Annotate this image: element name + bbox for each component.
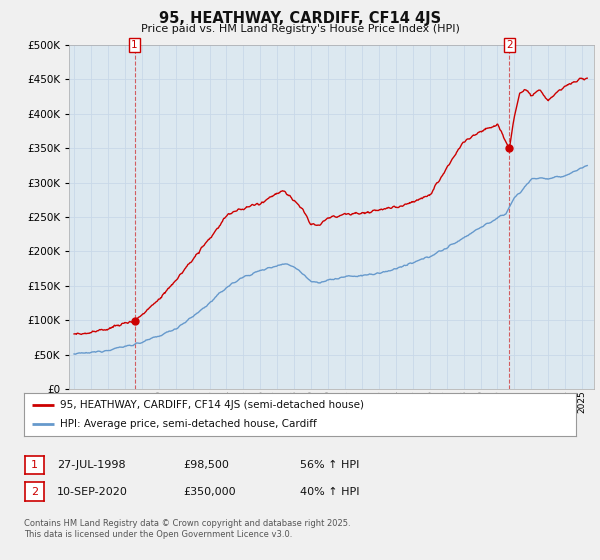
Text: 10-SEP-2020: 10-SEP-2020 xyxy=(57,487,128,497)
Text: £350,000: £350,000 xyxy=(183,487,236,497)
Text: 1: 1 xyxy=(131,40,138,50)
Text: 95, HEATHWAY, CARDIFF, CF14 4JS: 95, HEATHWAY, CARDIFF, CF14 4JS xyxy=(159,11,441,26)
Text: 2: 2 xyxy=(506,40,512,50)
Text: 2: 2 xyxy=(31,487,38,497)
Text: 95, HEATHWAY, CARDIFF, CF14 4JS (semi-detached house): 95, HEATHWAY, CARDIFF, CF14 4JS (semi-de… xyxy=(60,400,364,409)
Text: Price paid vs. HM Land Registry's House Price Index (HPI): Price paid vs. HM Land Registry's House … xyxy=(140,24,460,34)
Text: HPI: Average price, semi-detached house, Cardiff: HPI: Average price, semi-detached house,… xyxy=(60,419,317,429)
Text: Contains HM Land Registry data © Crown copyright and database right 2025.
This d: Contains HM Land Registry data © Crown c… xyxy=(24,520,350,539)
Text: £98,500: £98,500 xyxy=(183,460,229,470)
Text: 40% ↑ HPI: 40% ↑ HPI xyxy=(300,487,359,497)
Text: 56% ↑ HPI: 56% ↑ HPI xyxy=(300,460,359,470)
Text: 27-JUL-1998: 27-JUL-1998 xyxy=(57,460,125,470)
Text: 1: 1 xyxy=(31,460,38,470)
